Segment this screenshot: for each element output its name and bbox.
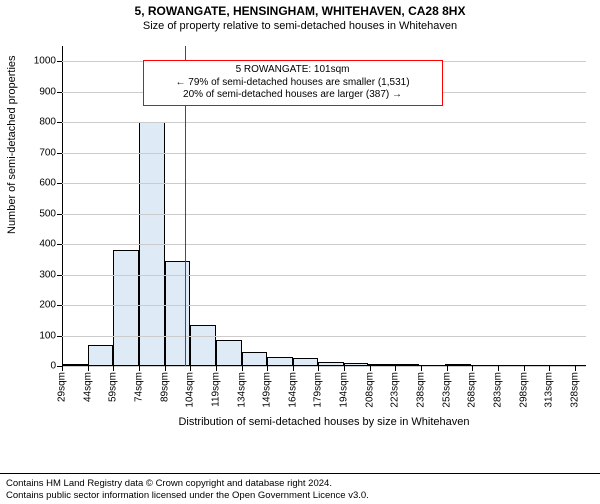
plot-area: 0100200300400500600700800900100029sqm44s… (62, 46, 586, 366)
x-tick-mark (395, 366, 396, 371)
x-tick-label: 283sqm (492, 372, 503, 408)
x-tick-mark (447, 366, 448, 371)
x-axis-label: Distribution of semi-detached houses by … (62, 416, 586, 428)
x-tick-label: 74sqm (133, 372, 144, 402)
annotation-line: 5 ROWANGATE: 101sqm (150, 64, 436, 77)
annotation-line: ← 79% of semi-detached houses are smalle… (150, 77, 436, 90)
annotation-line: 20% of semi-detached houses are larger (… (150, 89, 436, 102)
y-tick-label: 1000 (34, 56, 62, 67)
x-tick-label: 268sqm (467, 372, 478, 408)
y-tick-label: 300 (39, 269, 62, 280)
x-tick-mark (62, 366, 63, 371)
x-tick-mark (88, 366, 89, 371)
footer-line-1: Contains HM Land Registry data © Crown c… (6, 478, 594, 490)
grid-line (62, 336, 586, 337)
histogram-bar (216, 340, 242, 366)
histogram-bar (190, 325, 216, 366)
histogram-bar (267, 357, 293, 366)
x-tick-mark (549, 366, 550, 371)
x-tick-mark (113, 366, 114, 371)
y-tick-label: 600 (39, 178, 62, 189)
y-tick-label: 800 (39, 117, 62, 128)
histogram-bar (165, 261, 191, 366)
histogram-bar (242, 352, 268, 366)
x-tick-mark (472, 366, 473, 371)
grid-line (62, 244, 586, 245)
x-tick-mark (421, 366, 422, 371)
x-tick-mark (575, 366, 576, 371)
annotation-box: 5 ROWANGATE: 101sqm← 79% of semi-detache… (143, 60, 443, 106)
y-tick-label: 900 (39, 86, 62, 97)
x-tick-mark (498, 366, 499, 371)
x-tick-mark (293, 366, 294, 371)
footer: Contains HM Land Registry data © Crown c… (0, 473, 600, 504)
x-tick-label: 238sqm (416, 372, 427, 408)
y-tick-label: 700 (39, 147, 62, 158)
histogram-bar (113, 250, 139, 366)
x-tick-label: 119sqm (210, 372, 221, 407)
grid-line (62, 305, 586, 306)
x-tick-mark (344, 366, 345, 371)
x-tick-mark (139, 366, 140, 371)
histogram-bar (88, 345, 114, 366)
x-tick-label: 164sqm (287, 372, 298, 408)
grid-line (62, 275, 586, 276)
grid-line (62, 153, 586, 154)
x-tick-mark (242, 366, 243, 371)
y-tick-label: 100 (39, 330, 62, 341)
title-main: 5, ROWANGATE, HENSINGHAM, WHITEHAVEN, CA… (0, 4, 600, 18)
x-tick-label: 44sqm (82, 372, 93, 402)
y-tick-label: 0 (50, 361, 62, 372)
x-tick-mark (190, 366, 191, 371)
y-tick-label: 200 (39, 300, 62, 311)
footer-line-2: Contains public sector information licen… (6, 490, 594, 502)
x-tick-label: 223sqm (390, 372, 401, 408)
histogram-bar (293, 358, 319, 366)
x-tick-label: 59sqm (108, 372, 119, 402)
x-tick-mark (524, 366, 525, 371)
x-tick-label: 179sqm (313, 372, 324, 408)
x-tick-mark (165, 366, 166, 371)
y-tick-label: 400 (39, 239, 62, 250)
x-tick-label: 134sqm (236, 372, 247, 408)
x-tick-label: 29sqm (57, 372, 68, 402)
grid-line (62, 214, 586, 215)
x-tick-label: 89sqm (159, 372, 170, 402)
x-tick-label: 208sqm (364, 372, 375, 408)
x-tick-label: 104sqm (185, 372, 196, 408)
chart-titles: 5, ROWANGATE, HENSINGHAM, WHITEHAVEN, CA… (0, 4, 600, 32)
x-tick-label: 253sqm (441, 372, 452, 408)
x-tick-mark (267, 366, 268, 371)
grid-line (62, 183, 586, 184)
x-tick-mark (370, 366, 371, 371)
x-tick-mark (216, 366, 217, 371)
x-tick-label: 313sqm (544, 372, 555, 408)
x-tick-label: 194sqm (339, 372, 350, 408)
grid-line (62, 366, 586, 367)
title-sub: Size of property relative to semi-detach… (0, 20, 600, 32)
y-axis-label: Number of semi-detached properties (6, 55, 18, 234)
x-tick-mark (318, 366, 319, 371)
y-tick-label: 500 (39, 208, 62, 219)
grid-line (62, 122, 586, 123)
chart: Number of semi-detached properties 01002… (0, 40, 600, 440)
x-tick-label: 149sqm (262, 372, 273, 408)
x-tick-label: 328sqm (569, 372, 580, 408)
x-tick-label: 298sqm (518, 372, 529, 408)
